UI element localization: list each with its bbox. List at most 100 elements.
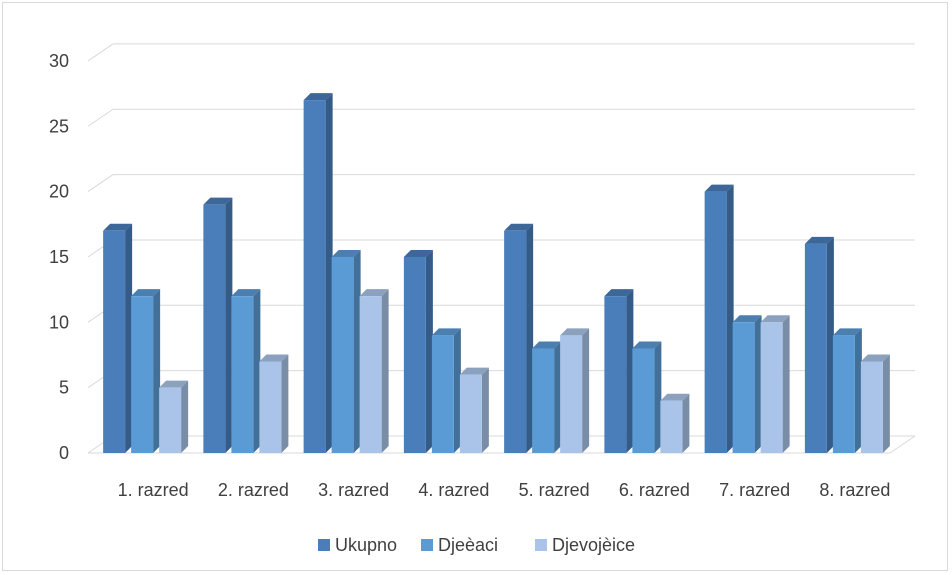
bar-side bbox=[425, 249, 433, 453]
y-tick-label: 15 bbox=[49, 247, 69, 267]
bar-top bbox=[303, 93, 333, 101]
gridline-side bbox=[87, 43, 114, 62]
bar-front bbox=[359, 296, 382, 453]
bar-top bbox=[459, 367, 489, 375]
bar-top bbox=[203, 197, 233, 205]
bar-side bbox=[854, 328, 862, 453]
bar bbox=[760, 315, 790, 453]
bar-side bbox=[754, 315, 762, 453]
legend-item: Djeèaci bbox=[421, 535, 498, 555]
bar-side bbox=[353, 249, 361, 453]
bar bbox=[660, 393, 690, 453]
bar-top bbox=[732, 315, 762, 323]
bar-top bbox=[604, 289, 634, 297]
x-tick-label: 1. razred bbox=[118, 480, 189, 500]
bar-top bbox=[704, 184, 734, 192]
gridline-side bbox=[87, 174, 114, 193]
legend-label: Djevojèice bbox=[552, 535, 635, 555]
bar-front bbox=[832, 335, 855, 453]
bar-side bbox=[682, 393, 690, 453]
x-tick-label: 7. razred bbox=[719, 480, 790, 500]
bar-side bbox=[554, 341, 562, 453]
bar-side bbox=[582, 328, 590, 453]
bar-side bbox=[453, 328, 461, 453]
y-tick-label: 0 bbox=[59, 443, 69, 463]
bar bbox=[259, 354, 289, 453]
bar bbox=[860, 354, 890, 453]
bar-side bbox=[882, 354, 890, 453]
bar bbox=[359, 289, 389, 453]
gridline-side bbox=[87, 108, 114, 127]
x-tick-label: 6. razred bbox=[619, 480, 690, 500]
bar bbox=[431, 328, 461, 453]
x-tick-label: 5. razred bbox=[519, 480, 590, 500]
bar-front bbox=[660, 400, 683, 453]
bar-front bbox=[560, 335, 583, 453]
bar-front bbox=[131, 296, 154, 453]
legend-item: Ukupno bbox=[318, 535, 397, 555]
bar-front bbox=[431, 335, 454, 453]
bar-side bbox=[381, 289, 389, 453]
bar bbox=[704, 184, 734, 453]
bar-top bbox=[504, 223, 534, 231]
bar bbox=[303, 93, 333, 454]
legend-swatch bbox=[421, 539, 433, 551]
bar-top bbox=[632, 341, 662, 349]
bar-front bbox=[632, 348, 655, 453]
floor-line-right bbox=[889, 435, 916, 454]
bar-side bbox=[626, 289, 634, 453]
bar-front bbox=[532, 348, 555, 453]
bar-side bbox=[526, 223, 534, 453]
legend: Ukupno Djeèaci Djevojèice bbox=[318, 535, 635, 555]
bar-top bbox=[431, 328, 461, 336]
bar-front bbox=[860, 361, 883, 453]
bar bbox=[560, 328, 590, 453]
bar-side bbox=[225, 197, 233, 453]
bar bbox=[504, 223, 534, 453]
bar bbox=[832, 328, 862, 453]
bar-front bbox=[231, 296, 254, 453]
x-tick-label: 3. razred bbox=[318, 480, 389, 500]
bar-side bbox=[125, 223, 133, 453]
bar bbox=[732, 315, 762, 453]
y-tick-label: 10 bbox=[49, 312, 69, 332]
bar-side bbox=[481, 367, 489, 453]
bar-top bbox=[159, 380, 189, 388]
bar-side bbox=[325, 93, 333, 454]
y-tick-label: 20 bbox=[49, 182, 69, 202]
bar-top bbox=[231, 289, 261, 297]
bar-side bbox=[153, 289, 161, 453]
bar-front bbox=[303, 100, 326, 454]
bar bbox=[231, 289, 261, 453]
bar-top bbox=[331, 249, 361, 257]
x-tick-label: 8. razred bbox=[819, 480, 890, 500]
bar-front bbox=[103, 230, 126, 453]
bar bbox=[331, 249, 361, 453]
bar-front bbox=[259, 361, 282, 453]
bar bbox=[604, 289, 634, 453]
axis-labels: 0 5 10 15 20 25 30 1. razred 2. razred 3. razred 4… bbox=[49, 51, 890, 500]
bar-top bbox=[532, 341, 562, 349]
bar-front bbox=[331, 256, 354, 453]
bar-front bbox=[504, 230, 527, 453]
legend-swatch bbox=[318, 539, 330, 551]
bar-top bbox=[131, 289, 161, 297]
bar-top bbox=[103, 223, 133, 231]
bar-side bbox=[826, 236, 834, 453]
legend-label: Ukupno bbox=[335, 535, 397, 555]
bar-side bbox=[181, 380, 189, 453]
bar-top bbox=[560, 328, 590, 336]
y-tick-label: 25 bbox=[49, 116, 69, 136]
bar bbox=[203, 197, 233, 453]
bar-front bbox=[704, 191, 727, 453]
y-tick-label: 30 bbox=[49, 51, 69, 71]
bar-chart: 0 5 10 15 20 25 30 1. razred 2. razred 3. razred 4… bbox=[49, 43, 916, 555]
bar-side bbox=[253, 289, 261, 453]
bar bbox=[103, 223, 133, 453]
bar-top bbox=[359, 289, 389, 297]
bar bbox=[459, 367, 489, 453]
bar-top bbox=[832, 328, 862, 336]
bar bbox=[131, 289, 161, 453]
legend-swatch bbox=[535, 539, 547, 551]
